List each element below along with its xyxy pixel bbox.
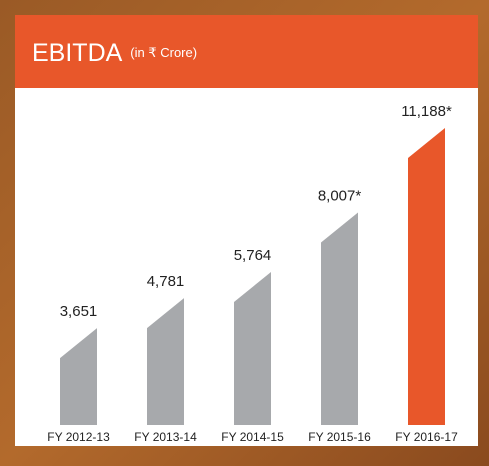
value-label: 3,651 xyxy=(60,303,98,320)
bar xyxy=(408,128,445,425)
bar xyxy=(321,212,358,425)
bar xyxy=(147,298,184,425)
bar xyxy=(234,271,271,425)
x-tick-label: FY 2012-13 xyxy=(47,430,110,444)
value-label: 8,007* xyxy=(318,187,362,204)
chart-subtitle: (in ₹ Crore) xyxy=(130,45,197,60)
x-tick-label: FY 2015-16 xyxy=(308,430,371,444)
chart-title: EBITDA xyxy=(32,39,123,67)
x-tick-label: FY 2013-14 xyxy=(134,430,197,444)
bar xyxy=(60,328,97,425)
value-label: 4,781 xyxy=(147,273,185,290)
x-tick-label: FY 2014-15 xyxy=(221,430,284,444)
value-label: 11,188* xyxy=(401,103,452,120)
x-tick-label: FY 2016-17 xyxy=(395,430,458,444)
header xyxy=(15,15,478,88)
header-title: EBITDA (in ₹ Crore) xyxy=(32,39,197,67)
value-label: 5,764 xyxy=(234,247,272,264)
